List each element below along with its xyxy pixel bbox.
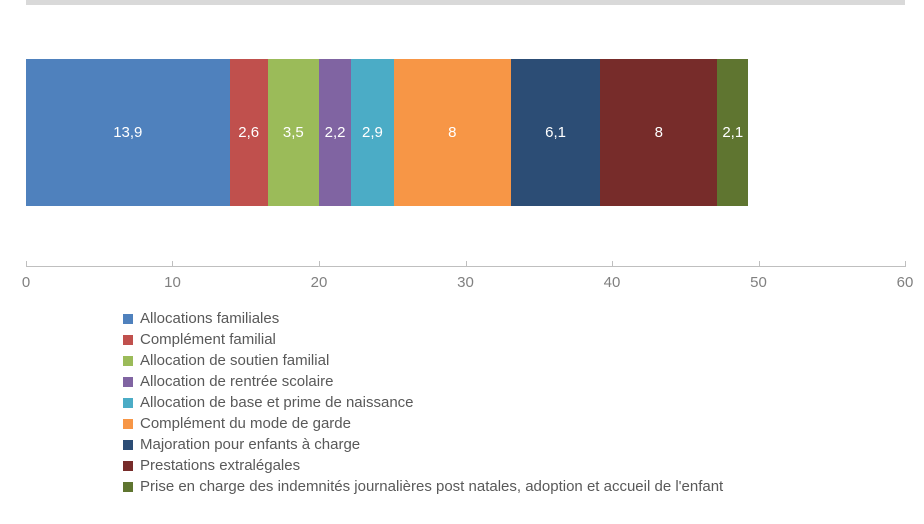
segment-value-label: 8 — [448, 124, 457, 141]
bar-segment-8[interactable]: 8 — [600, 59, 718, 206]
segment-value-label: 8 — [654, 124, 663, 141]
plot-top-border — [26, 0, 905, 5]
segment-value-label: 6,1 — [545, 124, 566, 141]
legend-label: Prise en charge des indemnités journaliè… — [140, 478, 724, 495]
segment-value-label: 13,9 — [113, 124, 143, 141]
legend-label: Complément du mode de garde — [140, 415, 351, 432]
axis-tick-label: 0 — [21, 274, 31, 291]
legend-item-7[interactable]: Majoration pour enfants à charge — [123, 434, 723, 455]
legend-item-6[interactable]: Complément du mode de garde — [123, 413, 723, 434]
bar-segment-4[interactable]: 2,2 — [318, 59, 352, 206]
axis-tick — [465, 261, 467, 267]
legend-swatch — [123, 355, 133, 366]
legend-item-5[interactable]: Allocation de base et prime de naissance — [123, 392, 723, 413]
legend-label: Allocation de soutien familial — [140, 352, 330, 369]
bar-segment-9[interactable]: 2,1 — [717, 59, 749, 206]
bar-segment-5[interactable]: 2,9 — [351, 59, 394, 206]
legend-swatch — [123, 460, 133, 471]
bar-segment-6[interactable]: 8 — [393, 59, 511, 206]
axis-tick-label: 50 — [750, 274, 767, 291]
axis-tick — [905, 261, 906, 267]
segment-value-label: 2,2 — [324, 124, 346, 141]
segment-value-label: 2,6 — [238, 124, 260, 141]
axis-tick — [611, 261, 613, 267]
legend-swatch — [123, 313, 133, 324]
legend: Allocations familiales Complément familia… — [123, 308, 723, 497]
legend-swatch — [123, 481, 133, 492]
axis-tick-label: 40 — [603, 274, 621, 291]
legend-item-4[interactable]: Allocation de rentrée scolaire — [123, 371, 723, 392]
segment-value-label: 2,1 — [722, 124, 744, 141]
axis-tick-label: 20 — [310, 274, 328, 291]
axis-tick-label: 60 — [896, 274, 914, 291]
legend-swatch — [123, 439, 133, 450]
segment-value-label: 3,5 — [282, 124, 304, 141]
x-axis: 0 10 20 30 40 50 60 — [22, 261, 913, 291]
legend-item-8[interactable]: Prestations extralégales — [123, 455, 723, 476]
legend-swatch — [123, 418, 133, 429]
axis-tick-label: 10 — [164, 274, 181, 291]
legend-label: Allocation de rentrée scolaire — [140, 373, 334, 390]
bar-segment-2[interactable]: 2,6 — [229, 59, 268, 206]
axis-tick — [172, 261, 174, 267]
stacked-bar: 13,9 2,6 3,5 2,2 2,9 8 6,1 8 2,1 — [26, 59, 905, 206]
bar-segment-7[interactable]: 6,1 — [510, 59, 601, 206]
axis-tick — [318, 261, 320, 267]
legend-swatch — [123, 376, 133, 387]
legend-item-2[interactable]: Complément familial — [123, 329, 723, 350]
legend-label: Allocations familiales — [140, 310, 280, 327]
segment-value-label: 2,9 — [362, 124, 383, 141]
legend-item-1[interactable]: Allocations familiales — [123, 308, 723, 329]
legend-label: Majoration pour enfants à charge — [140, 436, 361, 453]
legend-swatch — [123, 334, 133, 345]
legend-label: Prestations extralégales — [140, 457, 301, 474]
axis-tick — [758, 261, 760, 267]
legend-item-9[interactable]: Prise en charge des indemnités journaliè… — [123, 476, 723, 497]
legend-label: Complément familial — [140, 331, 276, 348]
legend-swatch — [123, 397, 133, 408]
bar-segment-3[interactable]: 3,5 — [267, 59, 319, 206]
bar-segment-1[interactable]: 13,9 — [26, 59, 230, 206]
axis-tick — [26, 261, 27, 267]
legend-label: Allocation de base et prime de naissance — [140, 394, 414, 411]
axis-tick-label: 30 — [457, 274, 474, 291]
legend-item-3[interactable]: Allocation de soutien familial — [123, 350, 723, 371]
